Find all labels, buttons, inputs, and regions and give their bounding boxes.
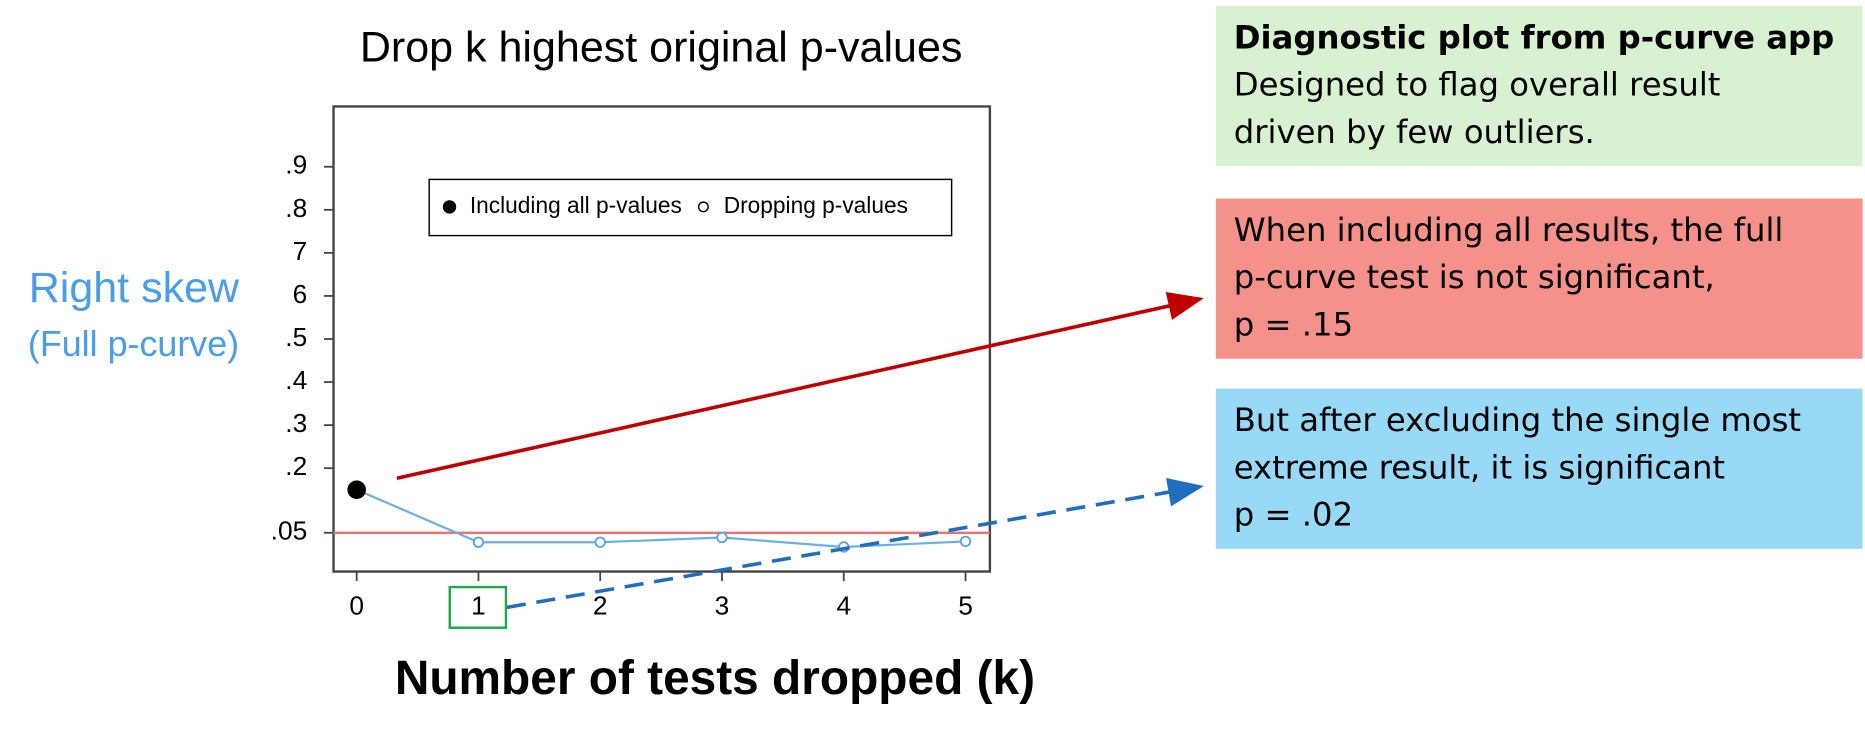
y-tick-label: .05 [271,516,308,546]
annotation-box [1215,198,1863,359]
x-tick-label: 0 [349,590,364,620]
annotation-heading: Diagnostic plot from p-curve app [1234,19,1834,57]
y-tick-label: .4 [285,365,307,395]
data-point [594,536,606,548]
y-axis-label: (Full p-curve) [28,324,239,364]
y-tick-label: .5 [285,322,307,352]
y-tick-label: .8 [285,193,307,223]
x-tick-label: 3 [715,590,730,620]
arrow [506,478,1204,610]
chart-title: Drop k highest original p-values [360,24,963,72]
annotation-text: p = .15 [1234,305,1353,343]
plot-frame [332,105,992,573]
data-point [959,535,972,548]
data-point [716,531,728,544]
x-tick-label: 4 [836,590,851,620]
legend-label: Dropping p-values [724,192,908,218]
highlight-box [448,585,508,629]
data-line [356,488,966,549]
annotation-text: p = .02 [1234,496,1353,534]
x-tick-label: 5 [958,590,973,620]
annotation-text: When including all results, the full [1234,211,1784,249]
annotation-text: extreme result, it is significant [1234,448,1725,486]
annotation-box [1215,6,1863,167]
x-tick-label: 1 [471,590,486,620]
y-axis-label: Right skew [29,264,240,312]
legend-marker [442,200,457,214]
y-tick-label: .2 [285,451,307,481]
y-tick-label: 7 [293,236,308,266]
data-point [472,536,485,548]
x-tick-label: 2 [593,590,608,620]
annotation-text: driven by few outliers. [1234,113,1595,151]
annotation-text: But after excluding the single most [1234,401,1801,439]
arrow [396,291,1204,481]
legend-label: Including all p-values [470,192,682,218]
x-axis-label: Number of tests dropped (k) [395,652,1035,705]
y-tick-label: .3 [285,408,307,438]
y-tick-label: .9 [285,150,307,180]
legend [428,178,953,237]
y-tick-label: 6 [293,279,308,309]
data-point [347,480,366,499]
annotation-text: p-curve test is not significant, [1234,258,1715,296]
annotation-box [1215,388,1863,549]
legend-marker [697,201,709,213]
annotation-text: Designed to flag overall result [1234,66,1721,104]
